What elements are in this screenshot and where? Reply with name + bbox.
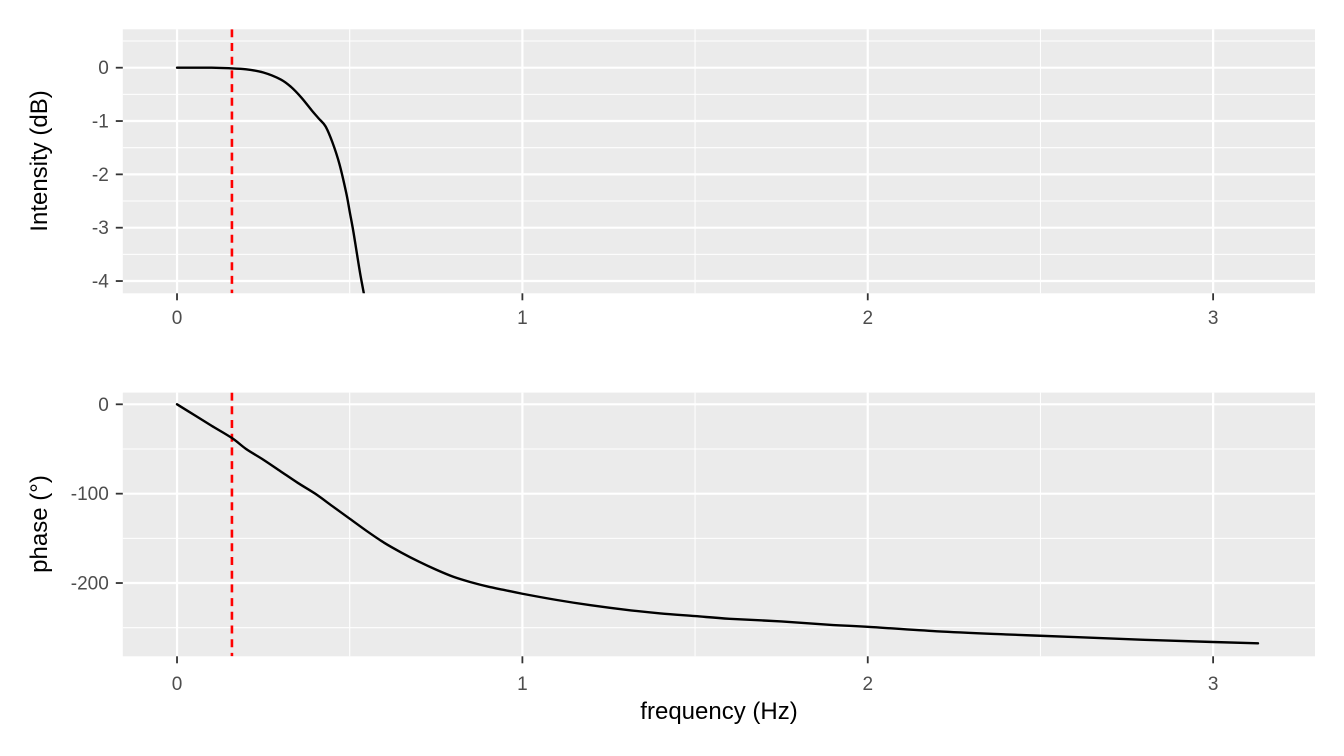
intensity-panel-background (122, 29, 1315, 294)
y-tick-label: -3 (92, 218, 109, 239)
x-tick-label: 3 (1208, 674, 1219, 695)
x-axis-title: frequency (Hz) (640, 698, 798, 725)
intensity-curve (175, 66, 366, 294)
y-axis-title-phase: phase (°) (26, 475, 53, 573)
y-axis-title-intensity: Intensity (dB) (26, 90, 53, 232)
phase-panel-background (122, 392, 1315, 657)
phase-panel: 0 1 2 3 0 -100 -200 (71, 392, 1315, 695)
x-tick-label: 1 (517, 308, 528, 329)
intensity-panel: 0 1 2 3 0 -1 -2 -3 -4 (92, 29, 1315, 329)
phase-curve (175, 403, 1260, 645)
x-tick-label: 1 (517, 674, 528, 695)
y-tick-label: -4 (92, 272, 109, 293)
x-tick-label: 0 (172, 308, 183, 329)
y-tick-label: -2 (92, 165, 109, 186)
x-tick-label: 2 (862, 308, 873, 329)
x-tick-label: 0 (172, 674, 183, 695)
y-tick-label: -1 (92, 112, 109, 133)
y-tick-label: -100 (71, 484, 109, 505)
y-tick-label: 0 (98, 58, 109, 79)
y-tick-label: 0 (98, 395, 109, 416)
x-tick-label: 2 (862, 674, 873, 695)
x-tick-label: 3 (1208, 308, 1219, 329)
y-tick-label: -200 (71, 574, 109, 595)
